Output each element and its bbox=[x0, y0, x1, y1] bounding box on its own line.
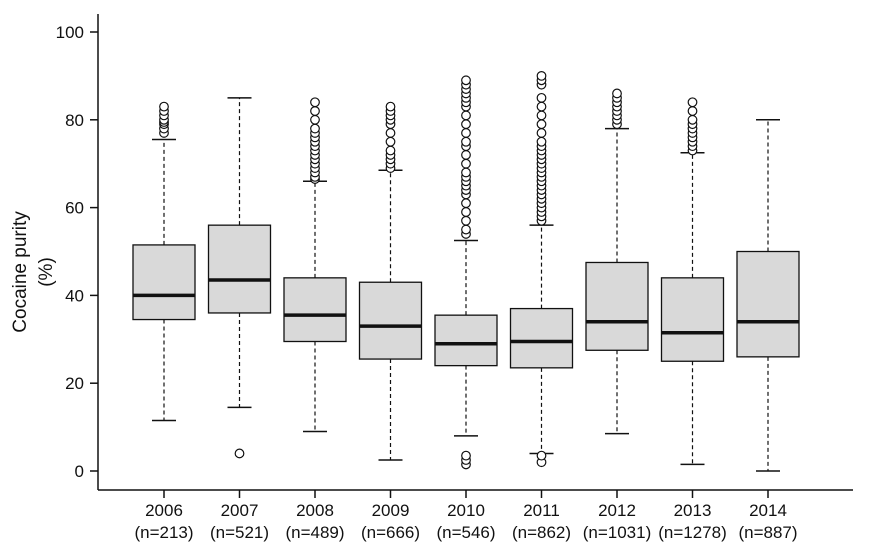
outlier-point bbox=[461, 224, 471, 235]
outlier-point bbox=[687, 97, 698, 108]
box-2009: 2009 (n=666) bbox=[358, 101, 423, 542]
x-tick-label-year: 2009 bbox=[372, 501, 410, 520]
y-axis-label-line2: (%) bbox=[36, 257, 57, 287]
iqr-box bbox=[660, 277, 725, 362]
outlier-point bbox=[385, 101, 396, 112]
x-tick-label-year: 2010 bbox=[447, 501, 485, 520]
x-tick-label-n: (n=1031) bbox=[583, 523, 652, 542]
y-tick-label: 20 bbox=[65, 374, 84, 393]
x-tick-label-year: 2012 bbox=[598, 501, 636, 520]
outlier-point bbox=[612, 88, 622, 99]
outlier-point bbox=[461, 450, 471, 461]
iqr-box bbox=[434, 314, 498, 367]
outlier-point bbox=[536, 110, 547, 121]
x-tick-label-n: (n=887) bbox=[738, 523, 797, 542]
x-tick-label-n: (n=666) bbox=[361, 523, 420, 542]
boxes: 2006 (n=213) 2007 (n=521) 2008 (n=489) 2009 (n=… bbox=[132, 70, 800, 542]
box-2013: 2013 (n=1278) bbox=[658, 97, 727, 542]
iqr-box bbox=[132, 244, 196, 321]
y-axis-label-line1: Cocaine purity bbox=[10, 211, 31, 333]
box-2010: 2010 (n=546) bbox=[434, 75, 498, 542]
outlier-point bbox=[461, 167, 471, 178]
box-2008: 2008 (n=489) bbox=[283, 97, 347, 542]
outlier-point bbox=[385, 145, 396, 156]
outlier-point bbox=[461, 198, 471, 209]
outlier-point bbox=[310, 123, 320, 134]
axis-labels: Cocaine purity (%) bbox=[10, 211, 57, 333]
y-tick-label: 60 bbox=[65, 199, 84, 218]
x-tick-label-year: 2007 bbox=[221, 501, 259, 520]
outlier-point bbox=[536, 450, 547, 461]
x-tick-label-n: (n=521) bbox=[210, 523, 269, 542]
x-tick-label-year: 2006 bbox=[145, 501, 183, 520]
iqr-box bbox=[207, 224, 272, 314]
outlier-point bbox=[536, 70, 547, 81]
outlier-point bbox=[536, 136, 547, 147]
x-tick-label-n: (n=546) bbox=[436, 523, 495, 542]
y-tick-label: 100 bbox=[56, 23, 84, 42]
outlier-point bbox=[461, 158, 471, 169]
outlier-point bbox=[536, 92, 547, 103]
x-tick-label-n: (n=862) bbox=[512, 523, 571, 542]
outlier-point bbox=[234, 448, 245, 459]
y-tick-label: 80 bbox=[65, 111, 84, 130]
box-2011: 2011 (n=862) bbox=[509, 70, 574, 542]
outlier-point bbox=[461, 207, 471, 217]
x-tick-label-year: 2013 bbox=[674, 501, 712, 520]
iqr-box bbox=[283, 277, 347, 343]
outlier-point bbox=[385, 128, 396, 138]
outlier-point bbox=[461, 150, 471, 160]
x-tick-label-n: (n=1278) bbox=[658, 523, 727, 542]
x-tick-label-year: 2014 bbox=[749, 501, 787, 520]
iqr-box bbox=[585, 261, 649, 351]
box-2006: 2006 (n=213) bbox=[132, 101, 196, 542]
outlier-point bbox=[687, 114, 698, 125]
outlier-point bbox=[310, 114, 320, 125]
iqr-box bbox=[509, 307, 574, 369]
outlier-point bbox=[461, 136, 471, 147]
outlier-point bbox=[159, 101, 169, 112]
y-tick-label: 40 bbox=[65, 286, 84, 305]
box-2012: 2012 (n=1031) bbox=[583, 88, 652, 542]
box-2007: 2007 (n=521) bbox=[207, 97, 272, 542]
x-tick-label-n: (n=489) bbox=[285, 523, 344, 542]
outlier-point bbox=[461, 128, 471, 138]
axes: 0 20 40 60 80 100 bbox=[56, 14, 853, 491]
outlier-point bbox=[687, 106, 698, 116]
outlier-point bbox=[461, 215, 471, 226]
x-tick-label-year: 2011 bbox=[523, 501, 560, 520]
outlier-point bbox=[310, 106, 320, 116]
box-2014: 2014 (n=887) bbox=[736, 119, 800, 542]
outlier-point bbox=[310, 97, 320, 108]
outlier-point bbox=[461, 75, 471, 86]
outlier-point bbox=[536, 119, 547, 130]
x-tick-label-year: 2008 bbox=[296, 501, 334, 520]
x-tick-label-n: (n=213) bbox=[134, 523, 193, 542]
outlier-point bbox=[385, 136, 396, 147]
iqr-box bbox=[736, 250, 800, 358]
y-tick-label: 0 bbox=[75, 462, 84, 481]
outlier-point bbox=[461, 110, 471, 121]
outlier-point bbox=[536, 128, 547, 138]
outlier-point bbox=[536, 101, 547, 112]
outlier-point bbox=[461, 119, 471, 130]
iqr-box bbox=[358, 281, 423, 360]
